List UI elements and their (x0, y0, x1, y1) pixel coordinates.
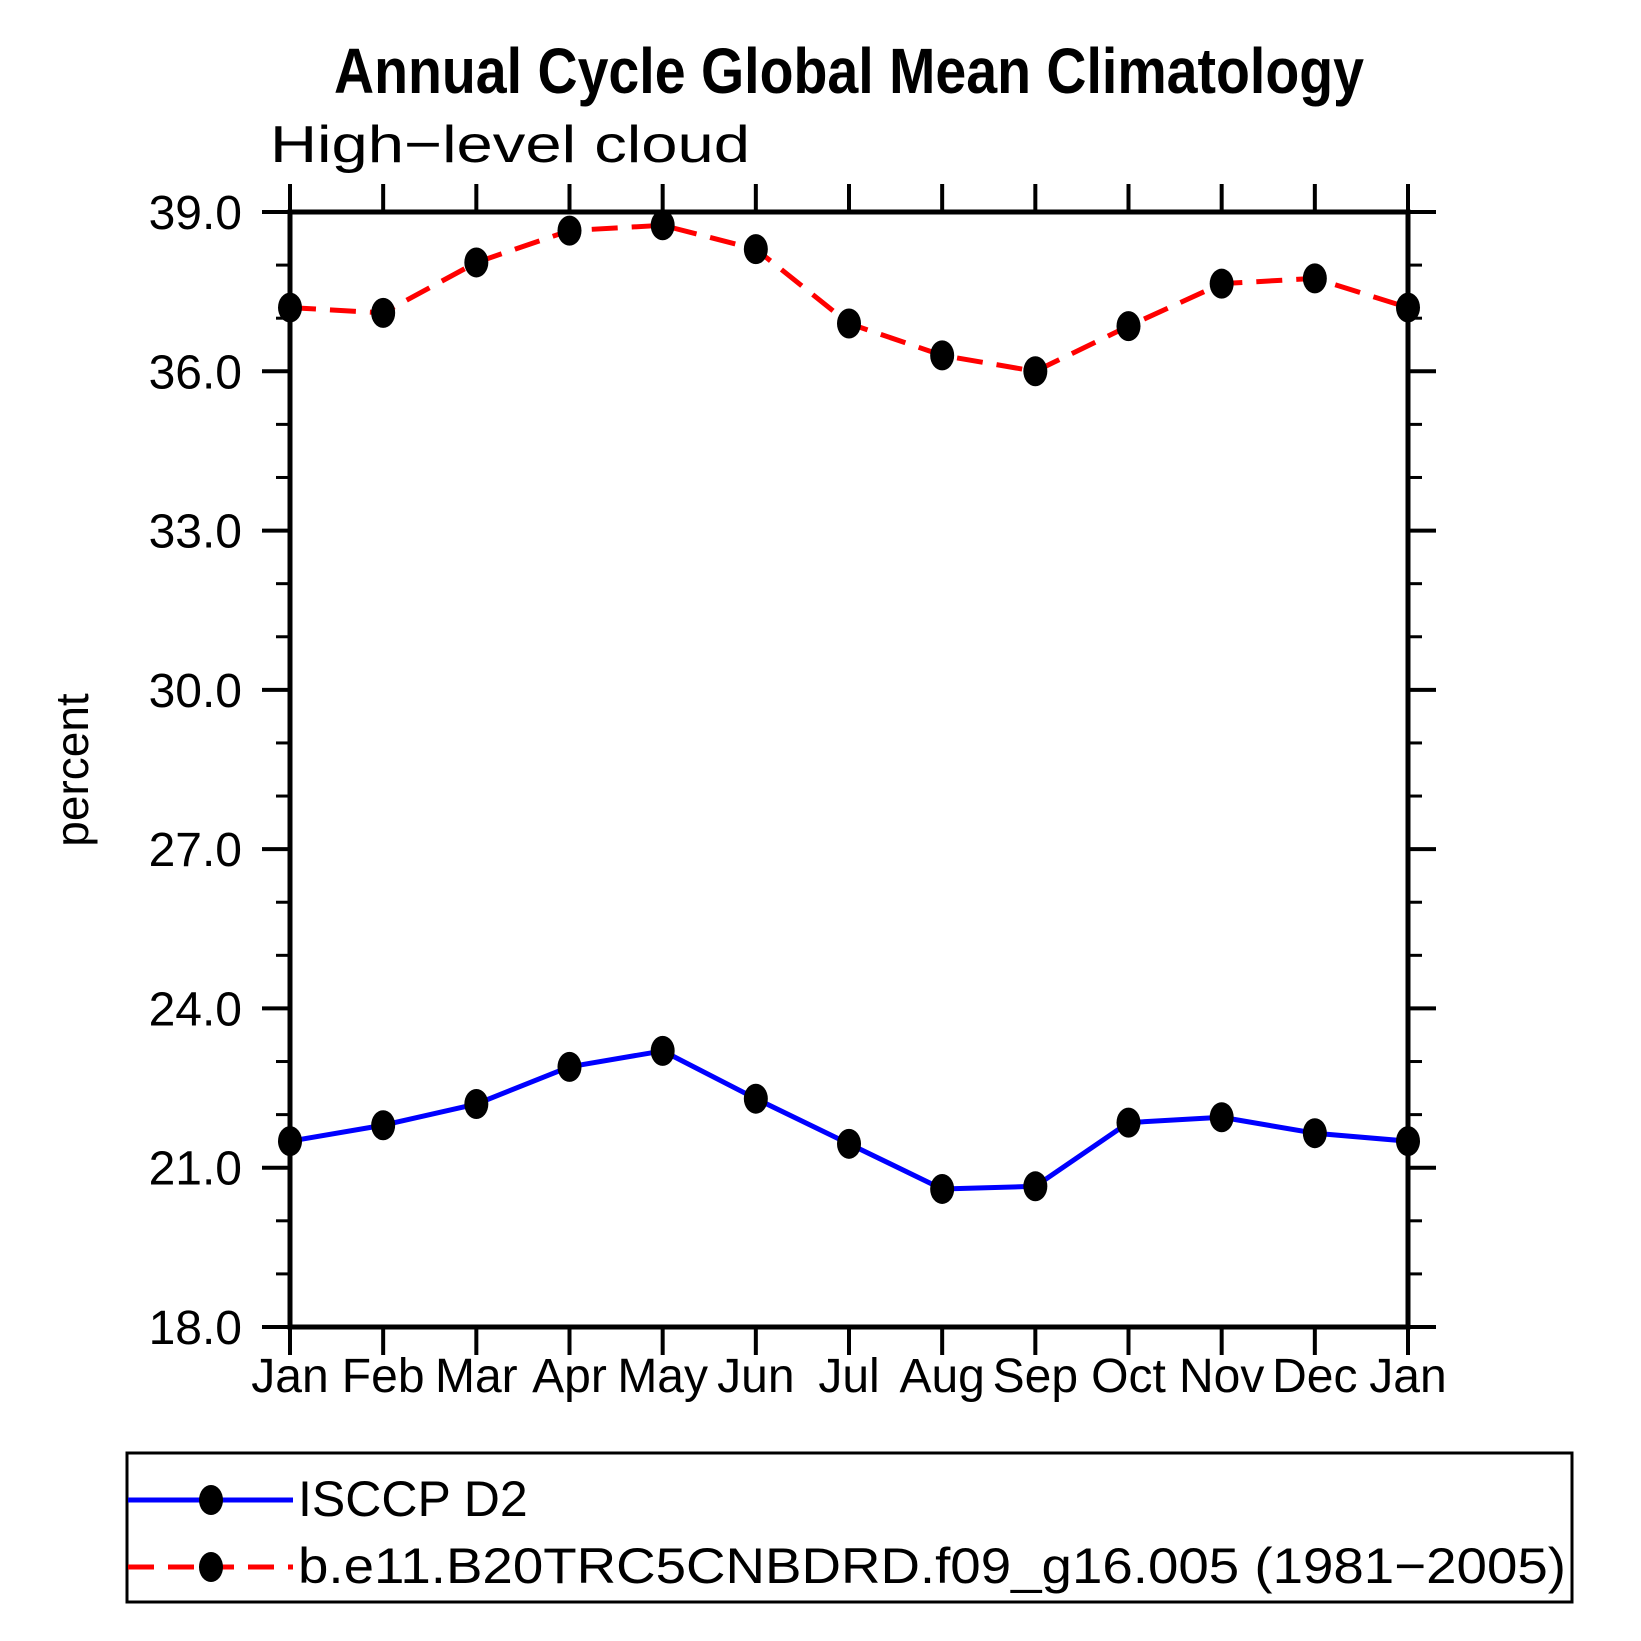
legend-box: ISCCP D2 b.e11.B20TRC5CNBDRD.f09_g16.005… (125, 1451, 1574, 1604)
y-tick-label: 21.0 (149, 1143, 242, 1196)
legend-entry-model: b.e11.B20TRC5CNBDRD.f09_g16.005 (1981−20… (128, 1538, 1566, 1594)
legend-label-obs: ISCCP D2 (298, 1471, 528, 1527)
legend-entry-obs: ISCCP D2 (128, 1471, 528, 1527)
data-curves (289, 222, 1409, 1192)
x-tick-label: Sep (993, 1350, 1078, 1403)
x-tick-label: Oct (1091, 1350, 1166, 1403)
data-point-marker (837, 308, 861, 339)
data-markers (278, 210, 1420, 1204)
x-tick-label: Jun (717, 1350, 794, 1403)
data-point-marker (557, 215, 582, 246)
data-point-marker (464, 1089, 489, 1119)
data-point-marker (1023, 356, 1048, 387)
data-point-marker (1209, 268, 1234, 299)
data-point-marker (1116, 1107, 1141, 1138)
data-point-marker (743, 1083, 768, 1114)
data-point-marker (930, 1173, 955, 1204)
data-point-marker (650, 1035, 675, 1066)
data-point-marker (557, 1051, 582, 1082)
x-tick-label: Jan (1369, 1350, 1446, 1403)
data-point-marker (1209, 1102, 1234, 1133)
x-tick-label: Jan (251, 1350, 328, 1403)
legend-label-model: b.e11.B20TRC5CNBDRD.f09_g16.005 (1981−20… (298, 1538, 1566, 1594)
x-tick-labels: Jan Feb Mar Apr May Jun Jul Aug Sep Oct Nov Dec Jan (251, 1350, 1446, 1403)
legend-border (125, 1451, 1574, 1604)
model-line (289, 222, 1409, 374)
y-tick-labels: 39.0 36.0 33.0 30.0 27.0 24.0 21.0 18.0 (149, 187, 242, 1355)
axis-ticks (262, 184, 1436, 1355)
x-tick-label: Dec (1272, 1350, 1357, 1403)
x-tick-label: Feb (342, 1350, 425, 1403)
data-point-marker (464, 247, 489, 278)
data-point-marker (1116, 311, 1141, 342)
data-point-marker (930, 340, 955, 371)
legend-marker-model (199, 1552, 223, 1582)
x-tick-label: Mar (435, 1350, 518, 1403)
plot-frame (287, 209, 1411, 1330)
y-tick-label: 39.0 (149, 187, 242, 240)
data-point-marker (743, 234, 768, 265)
obs-line (289, 1048, 1409, 1192)
data-point-marker (650, 210, 675, 241)
x-tick-label: Nov (1179, 1350, 1264, 1403)
y-tick-label: 30.0 (149, 665, 242, 718)
data-point-marker (1023, 1171, 1048, 1202)
data-point-marker (837, 1128, 861, 1159)
x-tick-label: Jul (818, 1350, 879, 1403)
data-point-marker (1302, 263, 1327, 294)
legend-marker-obs (199, 1485, 223, 1515)
y-tick-label: 24.0 (149, 983, 242, 1036)
y-tick-label: 33.0 (149, 506, 242, 559)
y-tick-label: 27.0 (149, 824, 242, 877)
chart-title: Annual Cycle Global Mean Climatology (334, 35, 1364, 107)
x-tick-label: May (617, 1350, 708, 1403)
y-axis-title: percent (46, 693, 98, 847)
x-tick-label: Aug (899, 1350, 984, 1403)
chart-subtitle: High−level cloud (270, 116, 750, 174)
y-tick-label: 36.0 (149, 346, 242, 399)
data-point-marker (1302, 1118, 1327, 1149)
data-point-marker (371, 297, 396, 328)
y-tick-label: 18.0 (149, 1302, 242, 1355)
data-point-marker (371, 1110, 396, 1141)
x-tick-label: Apr (532, 1350, 607, 1403)
